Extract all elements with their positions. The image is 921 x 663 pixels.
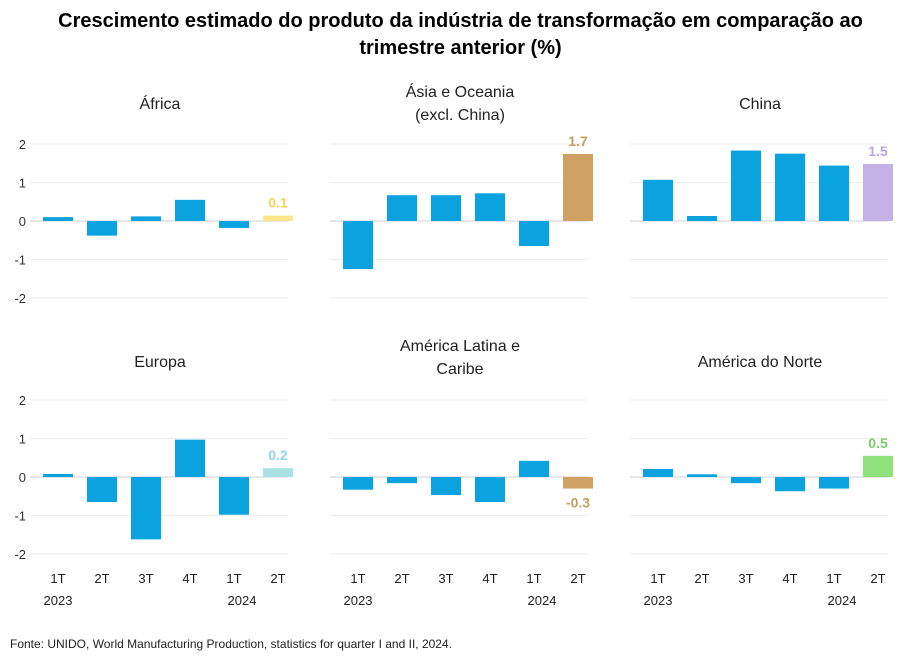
bar-6-5 [819, 477, 849, 489]
data-label-6: 0.5 [868, 435, 888, 451]
bar-6-4 [775, 477, 805, 492]
y-tick-label: 0 [19, 470, 26, 485]
x-year-label: 2024 [828, 593, 857, 608]
bar-4-1 [43, 473, 73, 477]
bar-5-6 [563, 477, 593, 489]
bar-4-5 [219, 477, 249, 515]
bar-6-2 [687, 474, 717, 477]
panel-title-4-line-1: Europa [134, 354, 186, 371]
y-tick-label: 2 [19, 137, 26, 152]
x-tick-label: 2T [570, 571, 585, 586]
y-tick-label: 2 [19, 393, 26, 408]
y-tick-label: -1 [14, 253, 26, 268]
bar-1-4 [175, 199, 205, 221]
bar-5-5 [519, 460, 549, 477]
x-tick-label: 2T [694, 571, 709, 586]
data-label-2: 1.7 [568, 133, 588, 149]
x-tick-label: 2T [394, 571, 409, 586]
x-tick-label: 4T [182, 571, 197, 586]
chart-title-line-1: Crescimento estimado do produto da indús… [58, 10, 863, 32]
chart-title: Crescimento estimado do produto da indús… [0, 8, 921, 62]
x-year-label: 2024 [228, 593, 257, 608]
y-tick-label: -2 [14, 291, 26, 306]
data-label-5: -0.3 [566, 495, 590, 511]
data-label-3: 1.5 [868, 143, 888, 159]
panel-title-3-line-1: China [739, 96, 781, 113]
data-label-1: 0.1 [268, 195, 288, 211]
x-tick-label: 2T [870, 571, 885, 586]
x-tick-label: 1T [650, 571, 665, 586]
bar-5-1 [343, 477, 373, 490]
bar-3-1 [643, 179, 673, 221]
x-year-label: 2023 [344, 593, 373, 608]
bar-1-1 [43, 217, 73, 221]
y-tick-label: 0 [19, 214, 26, 229]
x-tick-label: 4T [482, 571, 497, 586]
x-year-label: 2024 [528, 593, 557, 608]
bar-1-2 [87, 221, 117, 236]
bar-2-6 [563, 154, 593, 221]
bar-5-3 [431, 477, 461, 496]
panel-title-1-line-1: África [140, 94, 181, 113]
y-tick-label: 1 [19, 176, 26, 191]
panel-title-5-line-2: Caribe [436, 361, 483, 378]
x-tick-label: 3T [138, 571, 153, 586]
y-tick-label: -1 [14, 509, 26, 524]
source-note: Fonte: UNIDO, World Manufacturing Produc… [10, 637, 452, 651]
bar-4-3 [131, 477, 161, 540]
x-tick-label: 1T [526, 571, 541, 586]
bar-4-6 [263, 468, 293, 477]
bar-4-4 [175, 439, 205, 477]
bar-1-3 [131, 216, 161, 221]
bar-6-1 [643, 468, 673, 477]
y-tick-label: -2 [14, 547, 26, 562]
x-tick-label: 1T [350, 571, 365, 586]
y-tick-label: 1 [19, 432, 26, 447]
bar-5-4 [475, 477, 505, 503]
bar-2-2 [387, 195, 417, 221]
data-label-4: 0.2 [268, 447, 288, 463]
x-year-label: 2023 [44, 593, 73, 608]
x-tick-label: 1T [826, 571, 841, 586]
x-tick-label: 4T [782, 571, 797, 586]
bar-3-6 [863, 164, 893, 221]
bar-3-2 [687, 215, 717, 221]
bar-3-5 [819, 165, 849, 221]
panel-title-5-line-1: América Latina e [400, 338, 520, 355]
bar-2-1 [343, 221, 373, 270]
x-tick-label: 1T [226, 571, 241, 586]
bar-2-4 [475, 193, 505, 221]
bar-2-5 [519, 221, 549, 247]
x-tick-label: 2T [94, 571, 109, 586]
bar-6-6 [863, 455, 893, 477]
chart-title-line-2: trimestre anterior (%) [359, 37, 562, 59]
bar-2-3 [431, 195, 461, 221]
bar-3-3 [731, 150, 761, 221]
bar-3-4 [775, 153, 805, 221]
panel-title-2-line-2: (excl. China) [415, 107, 505, 124]
x-year-label: 2023 [644, 593, 673, 608]
x-tick-label: 2T [270, 571, 285, 586]
panel-title-2-line-1: Ásia e Oceania [406, 82, 515, 101]
bar-6-3 [731, 477, 761, 484]
bar-4-2 [87, 477, 117, 503]
panel-title-6-line-1: América do Norte [698, 354, 823, 371]
bar-1-5 [219, 221, 249, 228]
bar-1-6 [263, 215, 293, 221]
bar-5-2 [387, 477, 417, 484]
x-tick-label: 3T [438, 571, 453, 586]
x-tick-label: 3T [738, 571, 753, 586]
x-tick-label: 1T [50, 571, 65, 586]
